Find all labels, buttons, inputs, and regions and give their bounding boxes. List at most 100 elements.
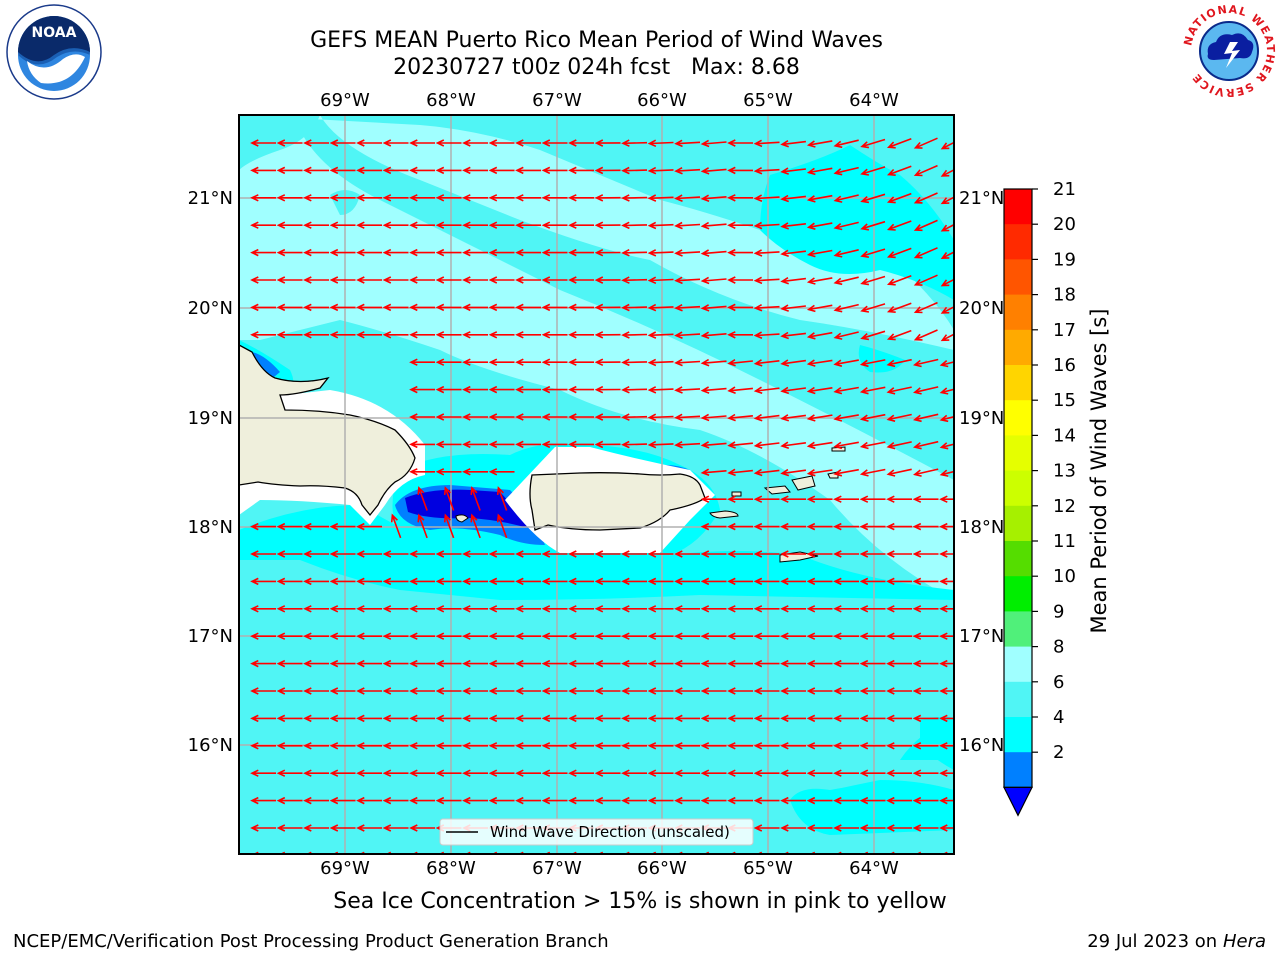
wind-wave-arrow (621, 358, 648, 367)
wind-wave-arrow (276, 769, 303, 777)
lat-label-left: 17°N (188, 626, 233, 647)
wind-wave-arrow (488, 139, 515, 147)
wind-wave-arrow (700, 796, 727, 805)
wind-wave-arrow (886, 386, 912, 395)
wind-wave-arrow (515, 605, 541, 613)
wind-wave-arrow (753, 522, 780, 531)
wind-wave-arrow (250, 742, 276, 750)
wind-wave-arrow (621, 687, 647, 695)
wind-wave-arrow (276, 303, 303, 312)
wind-wave-arrow (647, 276, 674, 285)
wind-wave-arrow (912, 632, 939, 640)
wind-wave-arrow (515, 166, 541, 175)
wind-wave-arrow (913, 219, 938, 232)
wind-wave-arrow (886, 329, 912, 341)
pale-band-central (239, 130, 954, 600)
wind-wave-arrow (727, 248, 753, 257)
wind-wave-arrow (568, 139, 594, 147)
wind-wave-arrow (727, 769, 753, 777)
wind-wave-arrow (913, 247, 938, 259)
wind-wave-arrow (250, 248, 276, 257)
wind-wave-arrow (382, 276, 409, 284)
wind-wave-arrow (806, 632, 833, 640)
wind-wave-arrow (674, 167, 701, 175)
wind-wave-arrow (488, 276, 515, 284)
wind-wave-arrow (470, 513, 481, 539)
colorbar-segment (1004, 435, 1032, 472)
wind-wave-arrow (382, 769, 409, 777)
wind-wave-arrow (700, 249, 727, 257)
wind-wave-arrow (859, 714, 886, 723)
wind-wave-arrow (488, 331, 515, 339)
wind-wave-arrow (409, 358, 435, 366)
wind-wave-arrow (621, 166, 648, 175)
wind-wave-arrow (488, 550, 515, 558)
wind-wave-arrow (833, 632, 859, 640)
wind-wave-arrow (806, 577, 833, 586)
wind-wave-arrow (409, 385, 435, 394)
wind-wave-arrow (303, 769, 329, 777)
wind-wave-arrow (647, 769, 674, 777)
wind-wave-arrow (700, 358, 727, 367)
wind-wave-arrow (382, 824, 409, 832)
wind-wave-arrow (435, 632, 462, 640)
wind-wave-arrow (409, 194, 435, 202)
lon-label-bottom: 68°W (426, 858, 476, 879)
wind-wave-arrow (753, 659, 780, 668)
wind-wave-arrow (913, 468, 939, 477)
wind-wave-arrow (913, 192, 938, 204)
colorbar-tick-label: 8 (1053, 637, 1064, 658)
wind-wave-arrow (859, 769, 886, 777)
wind-wave-arrow (860, 220, 886, 231)
wind-wave-arrow (462, 166, 488, 175)
wind-wave-arrow (443, 513, 455, 539)
wind-wave-arrow (303, 194, 329, 202)
wind-wave-arrow (496, 513, 508, 539)
wind-wave-arrow (753, 167, 780, 175)
wind-wave-arrow (382, 550, 409, 558)
wind-wave-arrow (700, 276, 727, 285)
wind-wave-arrow (541, 796, 568, 805)
wind-wave-arrow (700, 386, 727, 394)
wind-wave-arrow (541, 221, 568, 229)
wind-wave-arrow (568, 687, 594, 695)
wind-wave-arrow (462, 632, 488, 640)
wind-wave-arrow (700, 659, 727, 668)
wind-wave-arrow (515, 385, 541, 394)
wind-wave-arrow (753, 386, 780, 395)
wind-wave-arrow (780, 140, 806, 148)
colorbar-segment (1004, 189, 1032, 225)
wind-wave-arrow (833, 769, 859, 777)
wind-wave-arrow (329, 248, 356, 257)
wind-wave-arrow (329, 577, 356, 586)
wind-wave-arrow (568, 769, 594, 777)
wind-wave-arrow (356, 248, 382, 257)
wind-wave-arrow (382, 659, 409, 668)
wind-wave-arrow (515, 194, 541, 202)
wind-wave-arrow (568, 248, 594, 257)
wind-wave-arrow (860, 330, 886, 341)
wind-wave-arrow (276, 139, 303, 147)
wind-wave-arrow (541, 632, 568, 640)
wind-wave-arrow (859, 550, 886, 558)
colorbar-segment (1004, 576, 1032, 612)
colorbar-tick-label: 21 (1053, 179, 1076, 200)
wind-wave-arrow (303, 632, 329, 640)
wind-wave-arrow (303, 714, 329, 723)
wind-wave-arrow (621, 714, 647, 723)
colorbar-segment (1004, 365, 1032, 401)
wind-wave-arrow (780, 414, 807, 422)
wind-wave-arrow (515, 276, 541, 284)
wind-wave-arrow (621, 194, 648, 202)
wind-wave-arrow (488, 714, 515, 723)
wind-wave-arrow (780, 304, 806, 312)
wind-wave-arrow (382, 714, 409, 723)
wind-wave-arrow (356, 331, 382, 339)
wind-wave-arrow (435, 303, 462, 312)
colorbar-tick-label: 19 (1053, 249, 1076, 270)
wind-wave-arrow (859, 659, 886, 668)
wind-wave-arrow (356, 303, 382, 312)
colorbar: 21 20 19 18 17 16 15 14 13 12 11 10 9 8 6 4 2 (1003, 179, 1076, 817)
wind-wave-arrow (674, 304, 701, 312)
wind-wave-arrow (674, 194, 701, 202)
